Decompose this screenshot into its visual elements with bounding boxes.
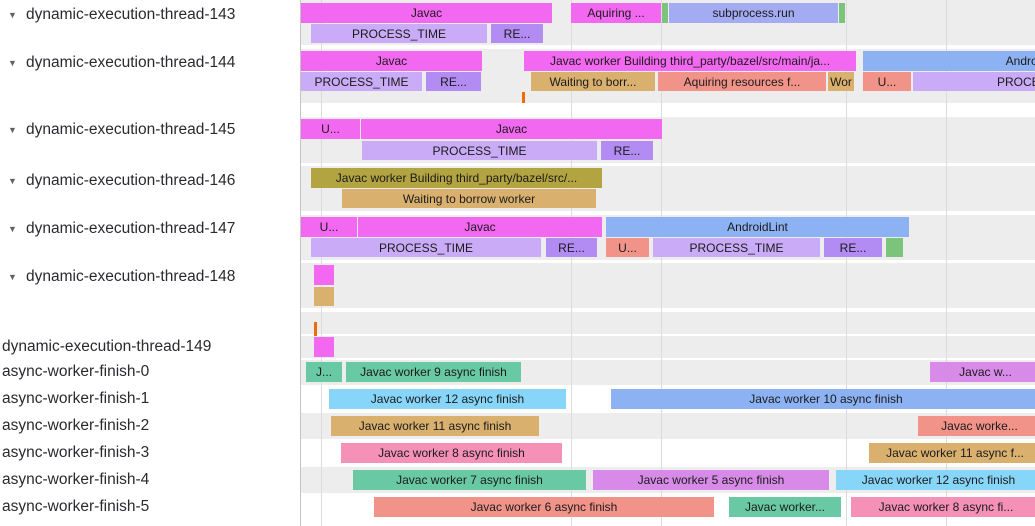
track-label-row[interactable]: async-worker-finish-4 (0, 469, 302, 491)
timeline-slice[interactable]: Javac (301, 3, 552, 23)
grid-line (321, 0, 322, 526)
timeline-slice[interactable] (886, 238, 903, 257)
track-name: async-worker-finish-1 (2, 390, 150, 407)
track-band (301, 312, 1035, 334)
expand-arrow-icon[interactable]: ▼ (8, 10, 17, 20)
timeline-slice[interactable]: Waiting to borr... (531, 72, 655, 91)
timeline-slice[interactable]: Waiting to borrow worker (342, 189, 596, 208)
timeline-slice[interactable]: U... (863, 72, 911, 91)
event-tick[interactable] (314, 322, 317, 336)
timeline-slice[interactable]: Javac worke... (918, 416, 1035, 436)
timeline-slice[interactable] (314, 337, 334, 357)
track-name: dynamic-execution-thread-147 (26, 220, 236, 237)
timeline-slice[interactable]: J... (306, 362, 342, 382)
expand-arrow-icon[interactable]: ▼ (8, 224, 17, 234)
expand-arrow-icon[interactable]: ▼ (8, 125, 17, 135)
timeline-slice[interactable]: Javac worker... (729, 497, 841, 517)
timeline-slice[interactable]: PROCESS_TIME (301, 72, 422, 91)
timeline-slice[interactable]: Javac (301, 51, 482, 71)
timeline-slice[interactable]: PROCESS_TIME (311, 24, 487, 43)
timeline-slice[interactable]: Javac (358, 217, 602, 237)
track-label-row[interactable]: async-worker-finish-2 (0, 415, 302, 437)
track-name: dynamic-execution-thread-149 (2, 338, 212, 355)
track-name: dynamic-execution-thread-144 (26, 54, 236, 71)
timeline-slice[interactable]: RE... (426, 72, 481, 91)
track-name: async-worker-finish-5 (2, 498, 150, 515)
timeline-slice[interactable]: Javac worker 8 async finish (341, 443, 562, 463)
grid-line (571, 0, 572, 526)
track-name: async-worker-finish-2 (2, 417, 150, 434)
track-label-row[interactable]: ▼ dynamic-execution-thread-144 (0, 52, 300, 74)
event-tick[interactable] (522, 92, 525, 103)
timeline-slice[interactable]: Aquiring ... (571, 3, 661, 23)
expand-arrow-icon[interactable]: ▼ (8, 176, 17, 186)
trace-sidebar: ▼ dynamic-execution-thread-143 ▼ dynamic-ex… (0, 0, 300, 526)
grid-line (846, 0, 847, 526)
timeline-slice[interactable]: Javac worker 9 async finish (346, 362, 521, 382)
track-name: dynamic-execution-thread-148 (26, 268, 236, 285)
track-label-row[interactable]: ▼ dynamic-execution-thread-147 (0, 218, 300, 240)
timeline-slice[interactable]: AndroidLint (606, 217, 909, 237)
timeline-slice[interactable] (839, 3, 845, 23)
track-name: async-worker-finish-0 (2, 363, 150, 380)
timeline-slice[interactable]: RE... (601, 141, 653, 160)
track-label-row[interactable]: ▼ dynamic-execution-thread-145 (0, 119, 300, 141)
timeline-slice[interactable]: PROCESS_TIME (653, 238, 820, 257)
timeline-slice[interactable]: RE... (824, 238, 882, 257)
timeline-slice[interactable]: PROCESS_TIME (913, 72, 1035, 91)
grid-line (661, 0, 662, 526)
timeline-slice[interactable]: Javac worker 11 async finish (331, 416, 539, 436)
timeline-slice[interactable]: Javac worker 11 async f... (869, 443, 1035, 463)
timeline-slice[interactable]: U... (606, 238, 649, 257)
timeline-slice[interactable]: Javac w... (930, 362, 1035, 382)
timeline-slice[interactable]: U... (301, 119, 360, 139)
track-label-row[interactable]: async-worker-finish-0 (0, 361, 302, 383)
timeline-slice[interactable]: subprocess.run (669, 3, 838, 23)
timeline-slice[interactable]: Javac worker 5 async finish (593, 470, 829, 490)
track-band (301, 263, 1035, 308)
timeline-slice[interactable]: Javac (361, 119, 662, 139)
grid-line (946, 0, 947, 526)
timeline-slice[interactable]: AndroidLint (863, 51, 1035, 71)
timeline-slice[interactable]: Javac worker Building third_party/bazel/… (311, 168, 602, 188)
timeline-slice[interactable]: Wor (828, 72, 854, 91)
track-label-row[interactable]: ▼ dynamic-execution-thread-146 (0, 170, 300, 192)
track-name: async-worker-finish-3 (2, 444, 150, 461)
timeline-slice[interactable]: RE... (491, 24, 543, 43)
timeline-slice[interactable]: Javac worker 10 async finish (611, 389, 1035, 409)
track-label-row[interactable]: ▼ dynamic-execution-thread-148 (0, 266, 300, 288)
track-name: dynamic-execution-thread-143 (26, 6, 236, 23)
track-name: dynamic-execution-thread-145 (26, 121, 236, 138)
timeline-slice[interactable]: Javac worker 12 async finish (329, 389, 566, 409)
track-name: async-worker-finish-4 (2, 471, 150, 488)
track-label-row[interactable]: async-worker-finish-5 (0, 496, 302, 518)
timeline-slice[interactable]: PROCESS_TIME (362, 141, 597, 160)
timeline-slice[interactable]: Javac worker 6 async finish (374, 497, 714, 517)
expand-arrow-icon[interactable]: ▼ (8, 58, 17, 68)
track-label-row[interactable]: async-worker-finish-1 (0, 388, 302, 410)
timeline-slice[interactable]: PROCESS_TIME (311, 238, 541, 257)
timeline-slice[interactable] (662, 3, 668, 23)
timeline-slice[interactable]: Javac worker 12 async finish (836, 470, 1035, 490)
timeline-slice[interactable]: Javac worker 7 async finish (353, 470, 586, 490)
timeline-slice[interactable]: U... (301, 217, 357, 237)
timeline-canvas[interactable]: Javac Aquiring ... subprocess.run PROCESS_T… (300, 0, 1035, 526)
timeline-slice[interactable]: Javac worker 8 async fi... (851, 497, 1035, 517)
timeline-slice[interactable] (314, 265, 334, 285)
timeline-slice[interactable] (314, 287, 334, 306)
track-label-row[interactable]: dynamic-execution-thread-149 (0, 336, 302, 358)
timeline-slice[interactable]: RE... (546, 238, 597, 257)
timeline-slice[interactable]: Javac worker Building third_party/bazel/… (524, 51, 856, 71)
track-name: dynamic-execution-thread-146 (26, 172, 236, 189)
track-label-row[interactable]: ▼ dynamic-execution-thread-143 (0, 4, 300, 26)
track-label-row[interactable]: async-worker-finish-3 (0, 442, 302, 464)
track-band (301, 336, 1035, 358)
timeline-slice[interactable]: Aquiring resources f... (658, 72, 826, 91)
expand-arrow-icon[interactable]: ▼ (8, 272, 17, 282)
